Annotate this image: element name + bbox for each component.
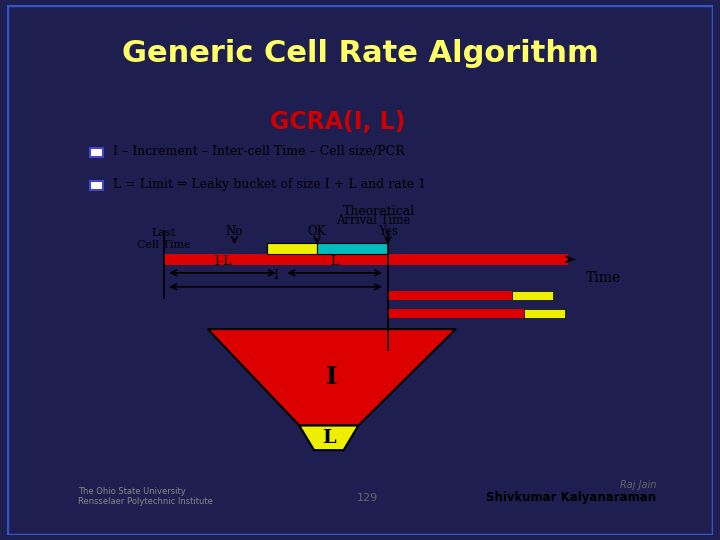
Text: I: I <box>326 365 338 389</box>
Text: I: I <box>273 269 278 282</box>
Text: Last
Cell Time: Last Cell Time <box>137 227 190 250</box>
Text: Generic Cell Rate Algorithm: Generic Cell Rate Algorithm <box>122 39 598 68</box>
Text: L = Limit ⇒ Leaky bucket of size I + L and rate 1: L = Limit ⇒ Leaky bucket of size I + L a… <box>113 178 426 191</box>
Bar <box>90 147 103 157</box>
Text: The Ohio State University: The Ohio State University <box>78 487 186 496</box>
Text: GCRA(I, L): GCRA(I, L) <box>270 110 405 134</box>
Polygon shape <box>208 329 456 426</box>
Text: L: L <box>322 429 336 447</box>
Text: OK: OK <box>307 225 326 238</box>
Text: Shivkumar Kalyanaraman: Shivkumar Kalyanaraman <box>487 491 657 504</box>
Bar <box>317 244 388 254</box>
Text: I-L: I-L <box>214 255 231 268</box>
Bar <box>90 180 103 190</box>
Bar <box>523 309 565 318</box>
Bar <box>512 291 553 300</box>
Text: Yes: Yes <box>378 225 398 238</box>
Text: L: L <box>330 255 339 268</box>
Bar <box>163 254 568 265</box>
Bar <box>388 291 512 300</box>
Bar <box>267 244 317 254</box>
Text: 129: 129 <box>356 494 378 503</box>
Polygon shape <box>300 426 359 450</box>
Text: Time: Time <box>585 271 621 285</box>
Text: Theoretical: Theoretical <box>343 205 415 218</box>
Bar <box>388 309 523 318</box>
Text: Arrival Time: Arrival Time <box>336 214 410 227</box>
Text: I – Increment – Inter-cell Time – Cell size/PCR: I – Increment – Inter-cell Time – Cell s… <box>113 145 405 158</box>
Text: Rensselaer Polytechnic Institute: Rensselaer Polytechnic Institute <box>78 497 213 506</box>
Text: Raj Jain: Raj Jain <box>620 480 657 490</box>
Text: No: No <box>225 225 243 238</box>
